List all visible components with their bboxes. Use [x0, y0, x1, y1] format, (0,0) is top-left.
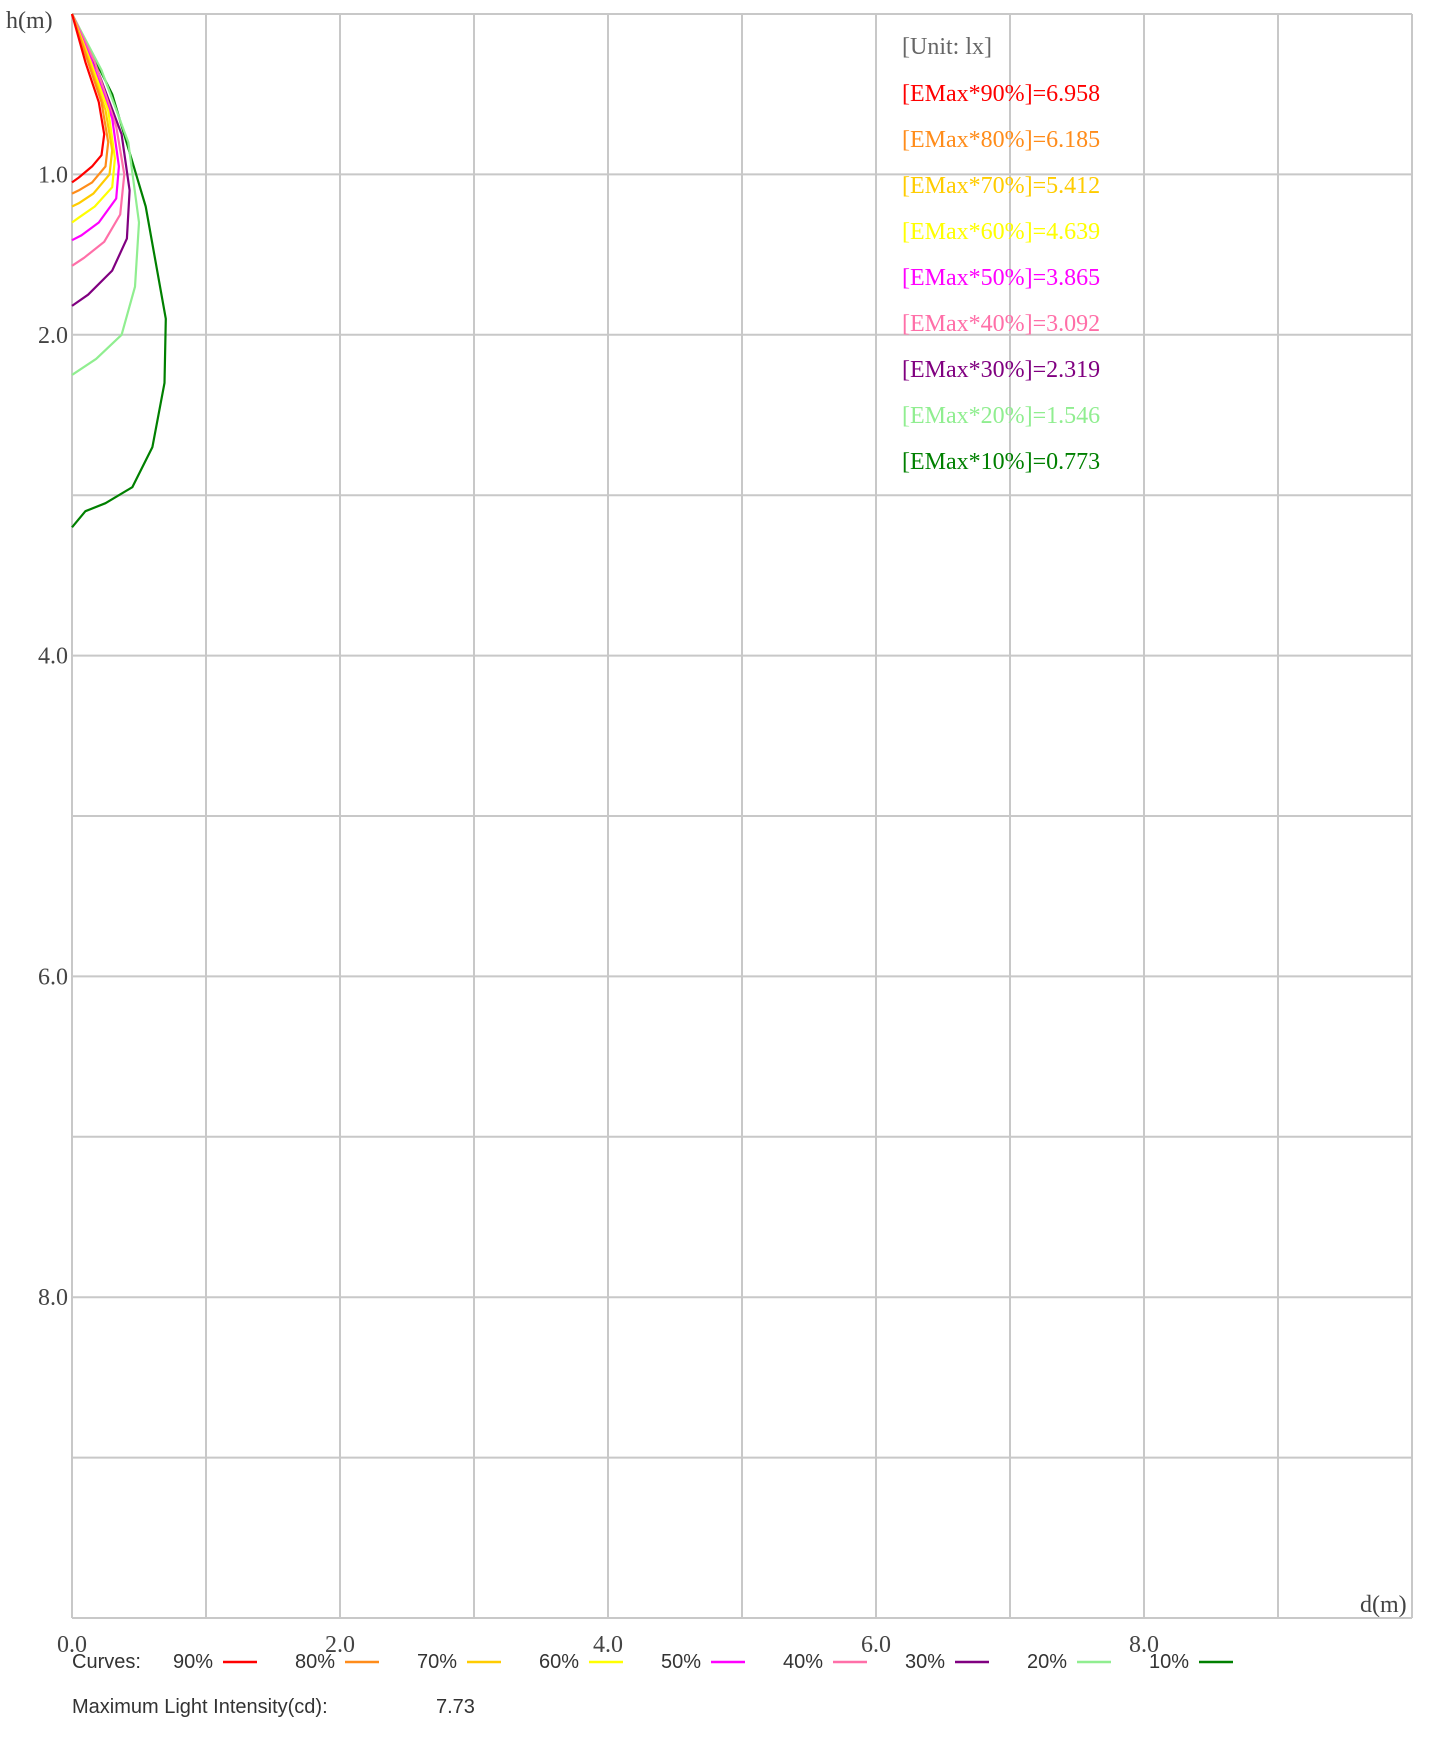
legend-item-label: 90%: [173, 1651, 213, 1673]
level-label: [EMax*20%]=1.546: [902, 403, 1100, 429]
unit-label: [Unit: lx]: [902, 34, 992, 60]
legend-item-label: 50%: [661, 1651, 701, 1673]
max-intensity-label: Maximum Light Intensity(cd):: [72, 1696, 328, 1718]
legend-item-label: 30%: [905, 1651, 945, 1673]
isolux-curve-40pct: [71, 13, 126, 267]
x-tick-label: 6.0: [861, 1632, 891, 1658]
legend-prefix: Curves:: [72, 1651, 141, 1673]
level-label: [EMax*70%]=5.412: [902, 173, 1100, 199]
curves: [70, 13, 167, 529]
legend-item-label: 40%: [783, 1651, 823, 1673]
max-intensity-value: 7.73: [436, 1696, 475, 1718]
y-tick-label: 6.0: [38, 964, 68, 990]
x-tick-label: 8.0: [1129, 1632, 1159, 1658]
legend-item-label: 70%: [417, 1651, 457, 1673]
isolux-curve-20pct: [71, 13, 141, 376]
isolux-curve-80pct: [70, 13, 110, 195]
level-label: [EMax*10%]=0.773: [902, 449, 1100, 475]
curves-legend: Curves: 90% 80% 70% 60% 50% 40% 30% 20% 10%: [72, 1651, 1233, 1673]
level-labels: [EMax*90%]=6.958 [EMax*80%]=6.185 [EMax*70…: [902, 81, 1100, 475]
legend-item-label: 60%: [539, 1651, 579, 1673]
y-tick-label: 1.0: [38, 162, 68, 188]
x-tick-label: 2.0: [325, 1632, 355, 1658]
isolux-curve-70pct: [70, 13, 114, 208]
level-label: [EMax*60%]=4.639: [902, 219, 1100, 245]
y-tick-label: 8.0: [38, 1285, 68, 1311]
tick-labels: 0.0 2.0 4.0 6.0 8.0 1.0 2.0 4.0 6.0 8.0: [38, 162, 1159, 1658]
max-intensity: Maximum Light Intensity(cd): 7.73: [72, 1696, 475, 1718]
y-tick-label: 4.0: [38, 644, 68, 670]
isolux-curve-90pct: [70, 13, 106, 184]
y-tick-label: 2.0: [38, 323, 68, 349]
legend-item-label: 80%: [295, 1651, 335, 1673]
legend-item-label: 10%: [1149, 1651, 1189, 1673]
level-label: [EMax*50%]=3.865: [902, 265, 1100, 291]
x-axis-label: d(m): [1360, 1592, 1407, 1618]
level-label: [EMax*90%]=6.958: [902, 81, 1100, 107]
x-tick-label: 0.0: [57, 1632, 87, 1658]
level-label: [EMax*80%]=6.185: [902, 127, 1100, 153]
isolux-curve-60pct: [70, 13, 116, 224]
grid: [71, 13, 1413, 1619]
level-label: [EMax*40%]=3.092: [902, 311, 1100, 337]
legend-item-label: 20%: [1027, 1651, 1067, 1673]
isolux-curve-50pct: [70, 13, 120, 242]
level-label: [EMax*30%]=2.319: [902, 357, 1100, 383]
y-axis-label: h(m): [6, 8, 53, 34]
isolux-curve-10pct: [71, 13, 167, 529]
x-tick-label: 4.0: [593, 1632, 623, 1658]
